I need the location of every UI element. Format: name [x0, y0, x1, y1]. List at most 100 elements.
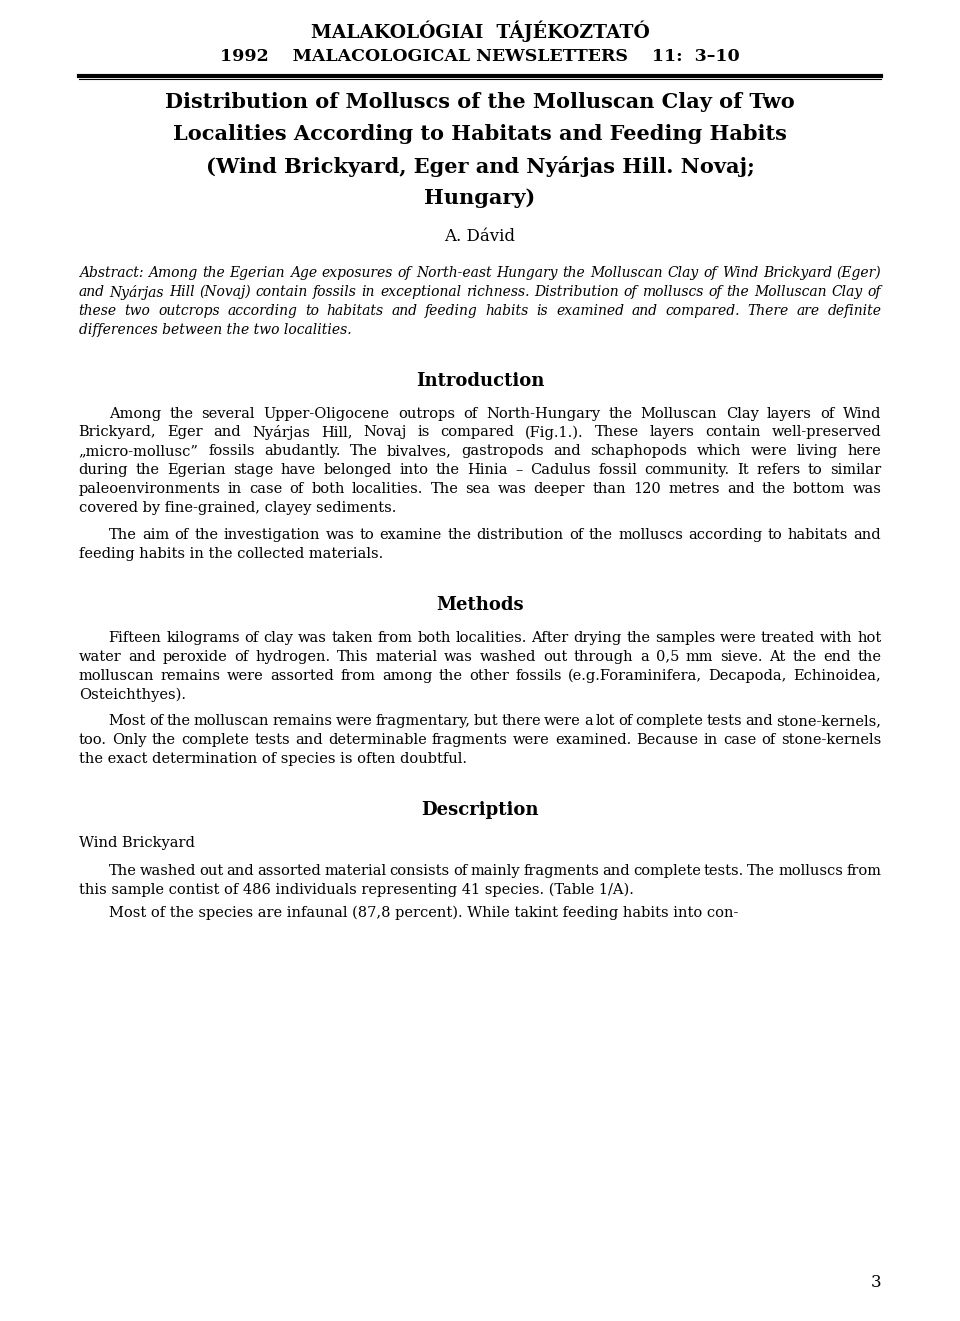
Text: both: both: [418, 631, 451, 645]
Text: Hill,: Hill,: [321, 425, 352, 440]
Text: Description: Description: [421, 801, 539, 819]
Text: Distribution of Molluscs of the Molluscan Clay of Two: Distribution of Molluscs of the Mollusca…: [165, 92, 795, 112]
Text: differences between the two localities.: differences between the two localities.: [79, 322, 351, 337]
Text: remains: remains: [160, 668, 221, 683]
Text: Molluscan: Molluscan: [590, 266, 662, 280]
Text: was: was: [852, 482, 881, 497]
Text: washed: washed: [480, 650, 536, 663]
Text: molluscan: molluscan: [194, 715, 269, 728]
Text: complete: complete: [636, 715, 704, 728]
Text: Nyárjas: Nyárjas: [252, 425, 310, 440]
Text: The: The: [108, 528, 136, 542]
Text: North-Hungary: North-Hungary: [486, 407, 600, 420]
Text: These: These: [594, 425, 638, 440]
Text: the: the: [761, 482, 785, 497]
Text: and: and: [727, 482, 755, 497]
Text: material: material: [324, 864, 387, 878]
Text: Because: Because: [636, 733, 698, 748]
Text: peroxide: peroxide: [162, 650, 228, 663]
Text: At: At: [769, 650, 785, 663]
Text: according: according: [228, 304, 298, 318]
Text: both: both: [311, 482, 345, 497]
Text: 1992    MALACOLOGICAL NEWSLETTERS    11:  3–10: 1992 MALACOLOGICAL NEWSLETTERS 11: 3–10: [220, 48, 740, 65]
Text: of: of: [704, 266, 717, 280]
Text: of: of: [245, 631, 259, 645]
Text: belonged: belonged: [324, 464, 392, 477]
Text: Egerian: Egerian: [229, 266, 285, 280]
Text: molluscan: molluscan: [79, 668, 155, 683]
Text: similar: similar: [830, 464, 881, 477]
Text: refers: refers: [756, 464, 801, 477]
Text: in: in: [704, 733, 718, 748]
Text: the: the: [152, 733, 176, 748]
Text: Only: Only: [112, 733, 147, 748]
Text: were: were: [751, 444, 787, 458]
Text: the: the: [202, 266, 225, 280]
Text: habits: habits: [486, 304, 529, 318]
Text: is: is: [418, 425, 430, 440]
Text: It: It: [737, 464, 749, 477]
Text: and: and: [392, 304, 418, 318]
Text: schaphopods: schaphopods: [590, 444, 687, 458]
Text: to: to: [807, 464, 823, 477]
Text: the: the: [169, 407, 193, 420]
Text: (Wind Brickyard, Eger and Nyárjas Hill. Novaj;: (Wind Brickyard, Eger and Nyárjas Hill. …: [205, 156, 755, 177]
Text: a: a: [640, 650, 649, 663]
Text: assorted: assorted: [271, 668, 334, 683]
Text: complete: complete: [633, 864, 701, 878]
Text: A. Dávid: A. Dávid: [444, 229, 516, 244]
Text: Clay: Clay: [831, 285, 863, 299]
Text: the: the: [626, 631, 650, 645]
Text: This: This: [337, 650, 369, 663]
Text: was: was: [325, 528, 354, 542]
Text: covered by fine-grained, clayey sediments.: covered by fine-grained, clayey sediment…: [79, 501, 396, 515]
Text: fossils: fossils: [208, 444, 254, 458]
Text: the: the: [857, 650, 881, 663]
Text: kilograms: kilograms: [166, 631, 240, 645]
Text: and: and: [632, 304, 658, 318]
Text: feeding habits in the collected materials.: feeding habits in the collected material…: [79, 547, 383, 561]
Text: were: were: [513, 733, 550, 748]
Text: was: was: [497, 482, 526, 497]
Text: contain: contain: [706, 425, 761, 440]
Text: molluscs: molluscs: [618, 528, 683, 542]
Text: sieve.: sieve.: [720, 650, 762, 663]
Text: there: there: [501, 715, 540, 728]
Text: localities.: localities.: [455, 631, 527, 645]
Text: mainly: mainly: [470, 864, 520, 878]
Text: water: water: [79, 650, 122, 663]
Text: The: The: [430, 482, 458, 497]
Text: through: through: [574, 650, 634, 663]
Text: Among: Among: [148, 266, 197, 280]
Text: of: of: [175, 528, 189, 542]
Text: the: the: [563, 266, 586, 280]
Text: of: of: [397, 266, 411, 280]
Text: and: and: [129, 650, 156, 663]
Text: are: are: [797, 304, 820, 318]
Text: and: and: [227, 864, 254, 878]
Text: outcrops: outcrops: [158, 304, 220, 318]
Text: was: was: [298, 631, 326, 645]
Text: fragments: fragments: [523, 864, 599, 878]
Text: North-east: North-east: [416, 266, 492, 280]
Text: Wind Brickyard: Wind Brickyard: [79, 836, 195, 851]
Text: aim: aim: [142, 528, 169, 542]
Text: samples: samples: [655, 631, 715, 645]
Text: too.: too.: [79, 733, 107, 748]
Text: hydrogen.: hydrogen.: [255, 650, 330, 663]
Text: The: The: [108, 864, 136, 878]
Text: Hinia: Hinia: [468, 464, 508, 477]
Text: The: The: [747, 864, 775, 878]
Text: and: and: [214, 425, 241, 440]
Text: tests: tests: [707, 715, 742, 728]
Text: fossil: fossil: [598, 464, 636, 477]
Text: the: the: [792, 650, 816, 663]
Text: bivalves,: bivalves,: [387, 444, 452, 458]
Text: the: the: [588, 528, 612, 542]
Text: Introduction: Introduction: [416, 371, 544, 390]
Text: of: of: [290, 482, 304, 497]
Text: case: case: [723, 733, 756, 748]
Text: metres: metres: [668, 482, 720, 497]
Text: There: There: [748, 304, 789, 318]
Text: than: than: [592, 482, 626, 497]
